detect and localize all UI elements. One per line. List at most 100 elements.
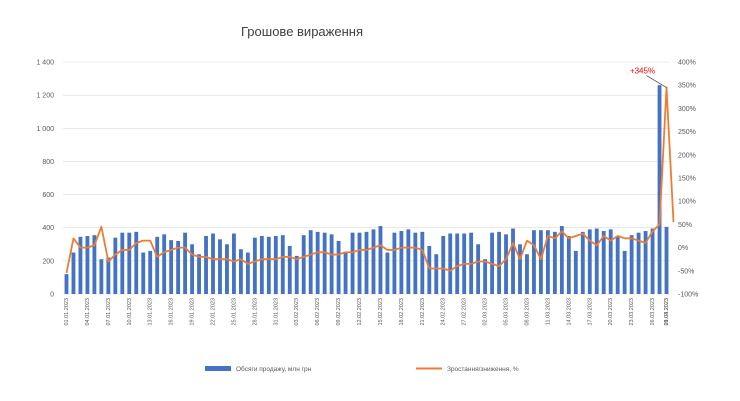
bar <box>190 244 194 294</box>
bar <box>78 236 83 294</box>
x-tick-label: 31.01.2023 <box>273 298 279 326</box>
bar <box>259 236 264 294</box>
bar <box>532 230 536 294</box>
x-axis-ticks: 01.01.2023 04.01.2023 07.01.2023 10.01.2023… <box>64 298 670 326</box>
x-tick-label: 29.03.2023 <box>664 298 670 326</box>
bar-series <box>64 85 669 294</box>
left-axis-ticks: 0 200 400 600 800 1 000 1 200 1 400 <box>36 60 54 299</box>
left-tick-label: 800 <box>42 159 54 166</box>
x-tick-label: 13.01.2023 <box>148 298 154 326</box>
x-tick-label: 17.03.2023 <box>587 298 593 326</box>
bar <box>204 236 208 294</box>
bar <box>266 236 271 294</box>
x-tick-label: 06.02.2023 <box>315 298 321 326</box>
bar <box>92 235 97 294</box>
bar <box>294 255 299 294</box>
left-tick-label: 1 400 <box>36 60 54 67</box>
x-tick-label: 12.02.2023 <box>357 298 363 326</box>
bar <box>545 230 550 294</box>
bar <box>357 232 362 294</box>
bar <box>525 254 529 294</box>
x-tick-label: 04.01.2023 <box>85 298 91 326</box>
right-tick-label: 400% <box>678 60 696 67</box>
bar <box>120 232 125 294</box>
x-tick-label: 11.03.2023 <box>545 298 551 325</box>
bar <box>399 231 404 294</box>
bar <box>420 231 425 294</box>
bar <box>280 235 285 294</box>
growth-line <box>65 86 675 274</box>
bar <box>559 226 564 294</box>
legend-bar-label: Обсяги продажу, млн грн <box>236 365 312 373</box>
bar <box>448 233 453 294</box>
annotation-leader <box>646 75 667 88</box>
x-tick-label: 24.02.2023 <box>441 298 447 326</box>
x-tick-label: 09.02.2023 <box>336 298 342 326</box>
bar <box>371 229 376 294</box>
bar <box>134 231 139 294</box>
x-tick-label: 16.01.2023 <box>169 298 175 326</box>
x-tick-label: 02.03.2023 <box>483 298 489 326</box>
bar <box>141 252 146 294</box>
bar <box>629 235 634 294</box>
x-tick-label: 18.02.2023 <box>399 298 405 326</box>
bar <box>99 259 104 294</box>
bar <box>350 232 355 294</box>
bar <box>539 230 543 294</box>
bar <box>657 85 662 294</box>
legend-line-label: Зростання/зниження, % <box>447 366 519 373</box>
bar <box>455 233 460 294</box>
bar <box>64 274 69 294</box>
bar <box>406 229 411 294</box>
bar <box>504 234 508 294</box>
x-tick-label: 22.01.2023 <box>211 298 217 326</box>
bar <box>434 254 439 294</box>
right-tick-label: 350% <box>678 83 696 90</box>
bar <box>343 252 348 294</box>
left-tick-label: 1 000 <box>36 126 54 133</box>
bar <box>71 252 76 294</box>
bar <box>664 226 669 294</box>
bar <box>650 228 655 294</box>
bar <box>378 226 383 294</box>
bar <box>413 232 418 294</box>
bar <box>622 250 627 294</box>
bar <box>580 231 585 294</box>
bar <box>587 229 592 294</box>
bar <box>197 254 201 294</box>
left-tick-label: 0 <box>50 292 54 299</box>
annotation: +345% <box>630 67 667 88</box>
bar <box>476 244 481 294</box>
bar <box>601 231 606 294</box>
chart-title: Грошове вираження <box>241 24 363 39</box>
bar <box>392 232 397 294</box>
x-tick-label: 05.03.2023 <box>504 298 510 326</box>
bar <box>566 236 571 294</box>
right-tick-label: -50% <box>678 268 694 275</box>
right-tick-label: 100% <box>678 199 696 206</box>
bar <box>211 233 215 294</box>
x-tick-label: 15.02.2023 <box>378 298 384 326</box>
bar <box>155 236 160 294</box>
right-tick-label: 250% <box>678 129 696 136</box>
bar <box>608 229 613 294</box>
bar <box>336 240 341 294</box>
bar <box>322 232 327 294</box>
legend: Обсяги продажу, млн грн Зростання/знижен… <box>205 365 519 373</box>
left-tick-label: 400 <box>42 225 54 232</box>
x-tick-label: 20.03.2023 <box>608 298 614 326</box>
bar <box>573 250 578 294</box>
left-tick-label: 600 <box>42 192 54 199</box>
bar <box>239 249 243 294</box>
bar <box>218 239 222 294</box>
right-tick-label: 300% <box>678 106 696 113</box>
annotation-label: +345% <box>630 67 655 76</box>
bar <box>615 236 620 294</box>
bar <box>315 231 320 294</box>
bar <box>511 228 515 294</box>
bar <box>287 245 292 294</box>
bar <box>518 244 522 294</box>
bar <box>232 233 236 294</box>
bar <box>643 231 648 294</box>
